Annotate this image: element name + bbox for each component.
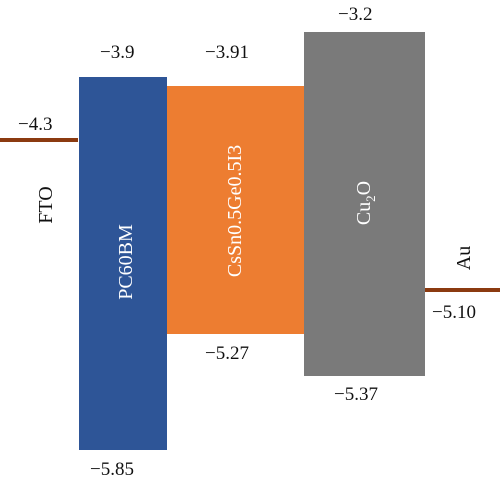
cu2o-homo-label: −5.37 xyxy=(334,384,378,405)
fto-level-label: −4.3 xyxy=(18,114,52,135)
fto-label: FTO xyxy=(35,186,57,223)
pc60bm-lumo-label: −3.9 xyxy=(100,42,134,63)
cu2o-block xyxy=(304,32,425,376)
perovskite-block xyxy=(167,86,304,334)
pc60bm-homo-label: −5.85 xyxy=(90,459,134,480)
pc60bm-label: PC60BM xyxy=(115,224,137,300)
cu2o-label: Cu2O xyxy=(353,181,378,225)
au-level-label: −5.10 xyxy=(432,302,476,323)
perovskite-lumo-label: −3.91 xyxy=(205,42,249,63)
perovskite-homo-label: −5.27 xyxy=(205,343,249,364)
pc60bm-block xyxy=(79,77,167,450)
perovskite-label: CsSn0.5Ge0.5I3 xyxy=(224,145,246,277)
au-label: Au xyxy=(453,246,475,270)
cu2o-lumo-label: −3.2 xyxy=(338,4,372,25)
